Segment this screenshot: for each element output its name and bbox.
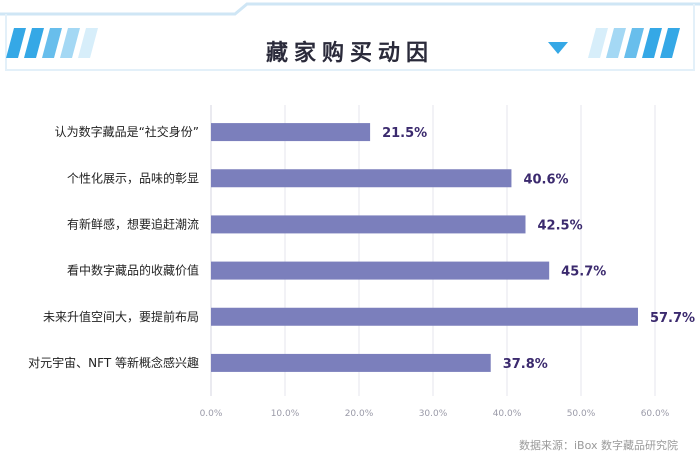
x-tick-label: 0.0% [200,409,223,419]
category-label: 对元宇宙、NFT 等新概念感兴趣 [28,355,199,370]
right-stripes-decoration [588,28,680,58]
value-label: 21.5% [382,126,427,141]
value-label: 40.6% [523,172,568,187]
value-label: 42.5% [538,218,583,233]
category-label: 有新鲜感，想要追赶潮流 [67,216,199,231]
header-banner [0,2,700,71]
bar [211,123,371,142]
bar [211,215,526,234]
x-tick-label: 60.0% [641,409,670,419]
bar [211,169,512,188]
category-label: 未来升值空间大，要提前布局 [43,309,199,324]
header-frame [5,4,695,71]
x-tick-label: 30.0% [419,409,448,419]
chart-title: 藏家购买动因 [265,41,434,66]
left-stripes-decoration [6,28,98,58]
x-tick-label: 50.0% [567,409,596,419]
bar [211,261,550,280]
bar-chart: 0.0% 10.0% 20.0% 30.0% 40.0% 50.0% 60.0% 认为数字藏品… [28,105,695,419]
value-label: 37.8% [503,357,548,372]
bar [211,353,491,372]
x-tick-label: 10.0% [271,409,300,419]
data-source-note: 数据来源：iBox 数字藏品研究院 [519,439,678,452]
category-label: 个性化展示，品味的彰显 [67,170,199,185]
x-tick-label: 40.0% [493,409,522,419]
x-tick-label: 20.0% [345,409,374,419]
category-label: 认为数字藏品是“社交身份” [55,124,199,139]
triangle-marker-icon [548,42,568,54]
header-border [0,2,700,16]
value-label: 45.7% [561,265,606,280]
value-label: 57.7% [650,311,695,326]
category-label: 看中数字藏品的收藏价值 [67,263,199,278]
bar [211,307,638,326]
